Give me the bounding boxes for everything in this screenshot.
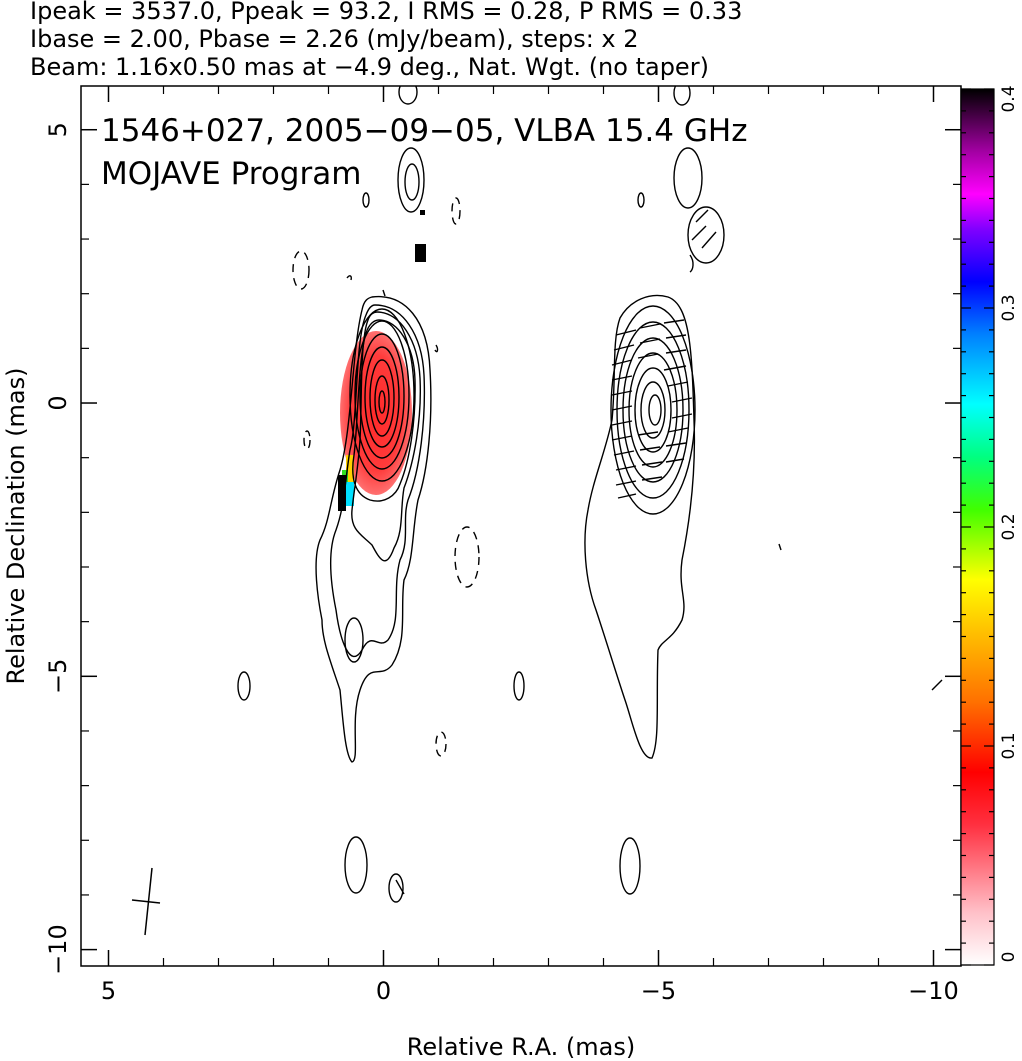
- colorbar-tick-label: 0.2: [999, 513, 1019, 540]
- contours-right: [584, 86, 943, 895]
- evpa-vectors: [395, 209, 717, 895]
- y-tick-label: −10: [44, 924, 72, 975]
- y-axis-label: Relative Declination (mas): [2, 367, 30, 684]
- contours-left: [237, 86, 525, 903]
- x-tick-label: 0: [376, 977, 391, 1005]
- y-tick-label: −5: [44, 659, 72, 694]
- colorbar-tick-label: 0.4: [999, 85, 1019, 112]
- pol-fraction-edge-cyan: [346, 482, 354, 506]
- beam-cross: [131, 867, 161, 936]
- colorbar-tick-label: 0.3: [999, 294, 1019, 321]
- pol-fraction-edge-yellow: [346, 455, 354, 485]
- x-axis-label: Relative R.A. (mas): [407, 1033, 635, 1061]
- y-tick-labels: 5 0 −5 −10: [44, 122, 72, 975]
- y-tick-label: 0: [44, 395, 72, 410]
- y-tick-label: 5: [44, 122, 72, 137]
- pol-fraction-edge-black: [338, 475, 346, 511]
- header-line-3: Beam: 1.16x0.50 mas at −4.9 deg., Nat. W…: [30, 53, 709, 81]
- pol-fraction-spot: [415, 244, 426, 262]
- colorbar-ticks: [961, 88, 994, 966]
- pol-fraction-spot-small: [420, 210, 425, 215]
- header-line-1: Ipeak = 3537.0, Ppeak = 93.2, I RMS = 0.…: [30, 0, 742, 25]
- x-tick-label: 5: [101, 977, 116, 1005]
- program-label: MOJAVE Program: [101, 156, 361, 192]
- major-ticks: [81, 86, 961, 966]
- x-tick-labels: 5 0 −5 −10: [101, 977, 959, 1005]
- plot-frame: [80, 85, 962, 967]
- colorbar-tick-labels: 0 0.1 0.2 0.3 0.4: [999, 85, 1019, 962]
- colorbar-tick-label: 0.1: [999, 732, 1019, 759]
- plot-area: [131, 86, 943, 936]
- negative-contours-left: [292, 197, 480, 757]
- x-tick-label: −5: [641, 977, 676, 1005]
- header-line-2: Ibase = 2.00, Pbase = 2.26 (mJy/beam), s…: [30, 25, 639, 53]
- x-tick-label: −10: [908, 977, 959, 1005]
- colorbar-tick-label: 0: [999, 952, 1019, 963]
- source-title: 1546+027, 2005−09−05, VLBA 15.4 GHz: [101, 113, 747, 149]
- minor-ticks: [81, 86, 961, 966]
